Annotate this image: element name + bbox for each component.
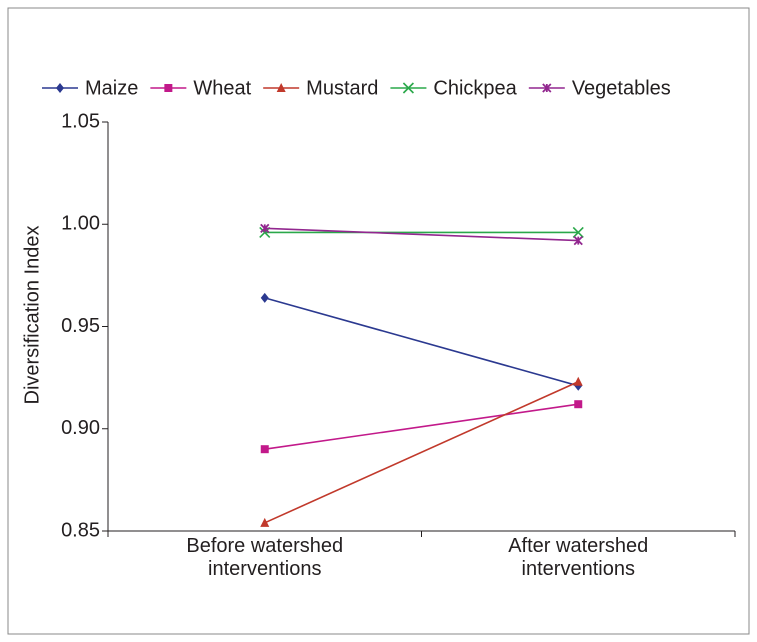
frame xyxy=(7,7,750,635)
legend-label: Maize xyxy=(85,77,138,99)
y-tick-label: 0.85 xyxy=(61,519,100,541)
series-line xyxy=(264,403,579,450)
point xyxy=(260,517,270,527)
x-tick-label: After watershed interventions xyxy=(508,535,649,580)
y-tick-label: 1.00 xyxy=(61,213,100,235)
legend-marker xyxy=(56,83,64,93)
legend-marker xyxy=(402,82,414,94)
y-tick-label: 0.90 xyxy=(61,417,100,439)
legend-label: Chickpea xyxy=(433,77,517,99)
series-line xyxy=(264,227,579,242)
x-tick-label: Before watershed interventions xyxy=(186,535,344,580)
point xyxy=(573,235,583,246)
point xyxy=(260,292,269,303)
legend-label: Wheat xyxy=(193,77,251,99)
series-line xyxy=(264,297,579,387)
point xyxy=(260,445,269,454)
series-line xyxy=(264,380,579,524)
legend-label: Vegetables xyxy=(572,77,671,99)
legend-marker xyxy=(542,83,552,93)
point xyxy=(572,226,584,238)
point xyxy=(260,223,270,233)
legend-label: Mustard xyxy=(306,77,378,99)
legend-marker xyxy=(276,83,286,92)
point xyxy=(574,400,583,409)
y-tick-label: 0.95 xyxy=(61,315,100,337)
point xyxy=(573,376,583,386)
y-axis-label: Diversification Index xyxy=(21,226,43,405)
y-tick-label: 1.05 xyxy=(61,110,100,132)
legend-marker xyxy=(164,84,173,92)
